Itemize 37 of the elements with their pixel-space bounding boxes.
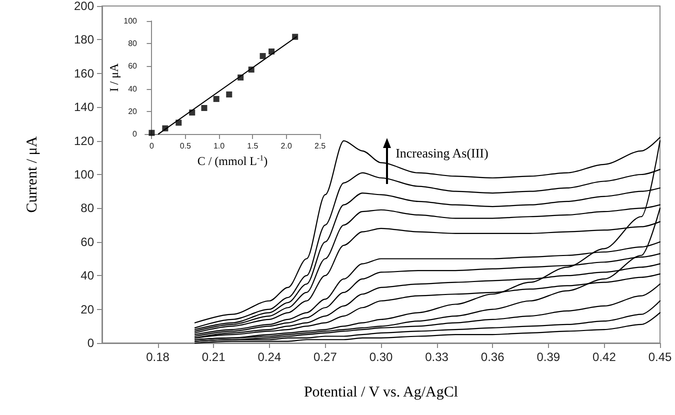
y-tick-label: 100: [74, 168, 94, 182]
y-tick-label: 40: [80, 268, 94, 283]
x-tick-label: 0.24: [258, 350, 282, 364]
x-tick-label: 0.42: [592, 350, 616, 364]
y-tick-label: 80: [128, 39, 138, 48]
y-tick-label: 60: [80, 234, 94, 249]
x-tick-label: 1.0: [213, 142, 226, 150]
x-tick-label: 0.39: [536, 350, 560, 364]
x-tick-label: 0: [150, 142, 155, 150]
x-tick-label: 0.27: [314, 350, 338, 364]
y-tick-label: 60: [128, 62, 138, 71]
y-tick-label: 80: [80, 201, 94, 216]
x-tick-label: 0.45: [648, 350, 672, 364]
y-axis-title: I / μA: [106, 62, 121, 92]
y-tick-label: 40: [128, 84, 138, 94]
y-tick-label: 180: [74, 32, 94, 47]
x-tick-label: 1.5: [247, 142, 259, 150]
x-tick-label: 2.0: [280, 142, 292, 150]
x-axis-title: Potential / V vs. Ag/AgCl: [304, 384, 458, 400]
x-tick-label: 0.21: [202, 350, 226, 364]
x-tick-label: 0.36: [480, 350, 505, 364]
annotation: Increasing As(III): [396, 146, 488, 161]
y-tick-label: 100: [124, 16, 138, 26]
y-tick-label: 120: [74, 134, 94, 148]
y-tick-label: 160: [74, 66, 94, 80]
x-tick-label: 0.30: [369, 350, 393, 364]
x-tick-label: 0.18: [146, 350, 170, 364]
x-tick-label: 0.5: [180, 142, 192, 150]
y-tick-label: 0: [132, 130, 138, 138]
y-tick-label: 20: [80, 302, 94, 316]
y-axis-title: Current / μA: [24, 136, 40, 213]
y-tick-label: 140: [74, 100, 94, 114]
y-tick-label: 200: [74, 0, 94, 13]
y-tick-label: 0: [87, 336, 94, 350]
y-tick-label: 20: [128, 106, 138, 116]
x-tick-label: 2.5: [314, 142, 326, 150]
x-tick-label: 0.33: [425, 350, 449, 364]
